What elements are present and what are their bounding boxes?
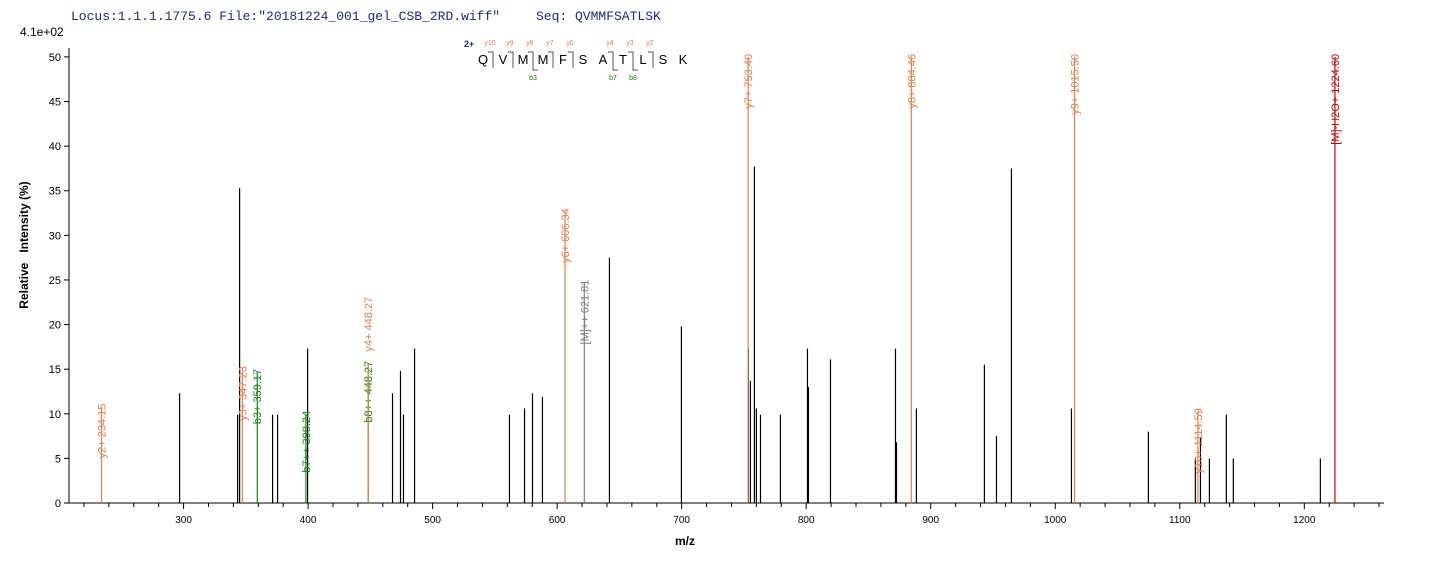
- y-tick-label: 50: [49, 52, 61, 64]
- y-tick-label: 20: [49, 320, 61, 332]
- y-ion-mark: [488, 51, 494, 68]
- y-ion-label: y6: [566, 40, 574, 47]
- y-ion-mark: [508, 51, 514, 68]
- b-ion-label: b8: [629, 75, 637, 82]
- y-tick-label: 30: [49, 230, 61, 242]
- x-tick-label: 1100: [1169, 515, 1191, 526]
- x-tick-label: 400: [300, 515, 317, 526]
- y-ion-label: y4: [606, 40, 614, 47]
- x-tick-label: 600: [549, 515, 566, 526]
- peak-label: y3+ 347.23: [237, 366, 249, 421]
- y-ion-label: y9: [506, 40, 514, 47]
- peak-label: b8++ 448.27: [363, 361, 375, 423]
- residue: M: [518, 52, 529, 67]
- b-ion-mark: [632, 54, 638, 71]
- y-ion-mark: [608, 51, 614, 68]
- b-ion-mark: [612, 54, 618, 71]
- y-ion-mark: [648, 51, 654, 68]
- x-tick-label: 1200: [1293, 515, 1316, 526]
- peak-label: [M]-H2O+ 1224.60: [1330, 54, 1342, 145]
- y-ion-mark: [568, 51, 574, 68]
- y-axis-label: Relative Intensity (%): [17, 181, 31, 308]
- b-ion-mark: [532, 54, 538, 71]
- peak-label: y9+ 1015.50: [1070, 54, 1082, 115]
- b-ion-label: b3: [529, 75, 537, 82]
- y-ion-label: y2: [646, 40, 654, 47]
- x-tick-label: 300: [175, 515, 192, 526]
- peak-label: [M]++ 621.81: [579, 280, 591, 345]
- residue: Q: [478, 52, 488, 67]
- peak-label: y6+ 606.34: [560, 208, 572, 263]
- y-tick-label: 35: [49, 186, 61, 198]
- y-tick-label: 15: [49, 364, 61, 376]
- y-ion-label: y8: [526, 40, 534, 47]
- residue: S: [579, 52, 588, 67]
- seq-label: Seq:: [536, 9, 567, 24]
- peak-label: b7++ 398.24: [301, 411, 313, 473]
- y-tick-label: 0: [55, 498, 61, 510]
- charge: 2+: [464, 39, 474, 49]
- peak-label: y4+ 448.27: [363, 297, 375, 352]
- residue: A: [599, 52, 608, 67]
- y-ion-mark: [528, 51, 534, 68]
- scale-label: 4.1e+02: [20, 25, 64, 39]
- y-tick-label: 40: [49, 141, 61, 153]
- y-tick-label: 25: [49, 275, 61, 287]
- residue: M: [538, 52, 549, 67]
- x-axis-label: m/z: [675, 534, 695, 548]
- residue: V: [499, 52, 508, 67]
- y-tick-label: 5: [55, 453, 61, 465]
- y-ion-label: y3: [626, 40, 634, 47]
- peak-label: b3+ 359.17: [252, 369, 264, 424]
- x-tick-label: 800: [798, 515, 815, 526]
- y-ion-mark: [628, 51, 634, 68]
- y-ion-mark: [548, 51, 554, 68]
- peak-label: y10+ 1114.59: [1193, 408, 1205, 473]
- y-tick-label: 10: [49, 409, 61, 421]
- residue: T: [619, 52, 627, 67]
- x-tick-label: 1000: [1044, 515, 1067, 526]
- peak-label: y2+ 234.15: [97, 404, 109, 459]
- sequence: QVMMFSATLSK: [575, 9, 661, 24]
- peak-label: y7+ 753.40: [743, 54, 755, 109]
- b-ion-label: b7: [609, 75, 617, 82]
- x-tick-label: 700: [673, 515, 690, 526]
- residue: K: [679, 52, 688, 67]
- y-ion-label: y7: [546, 40, 554, 47]
- residue: S: [659, 52, 668, 67]
- peak-label: y8+ 884.46: [906, 54, 918, 109]
- title: Locus:1.1.1.1775.6 File:"20181224_001_ge…: [71, 9, 500, 24]
- y-tick-label: 45: [49, 97, 61, 109]
- x-tick-label: 500: [424, 515, 441, 526]
- y-ion-label: y10: [484, 40, 495, 47]
- residue: L: [639, 52, 646, 67]
- residue: F: [559, 52, 567, 67]
- x-tick-label: 900: [922, 515, 939, 526]
